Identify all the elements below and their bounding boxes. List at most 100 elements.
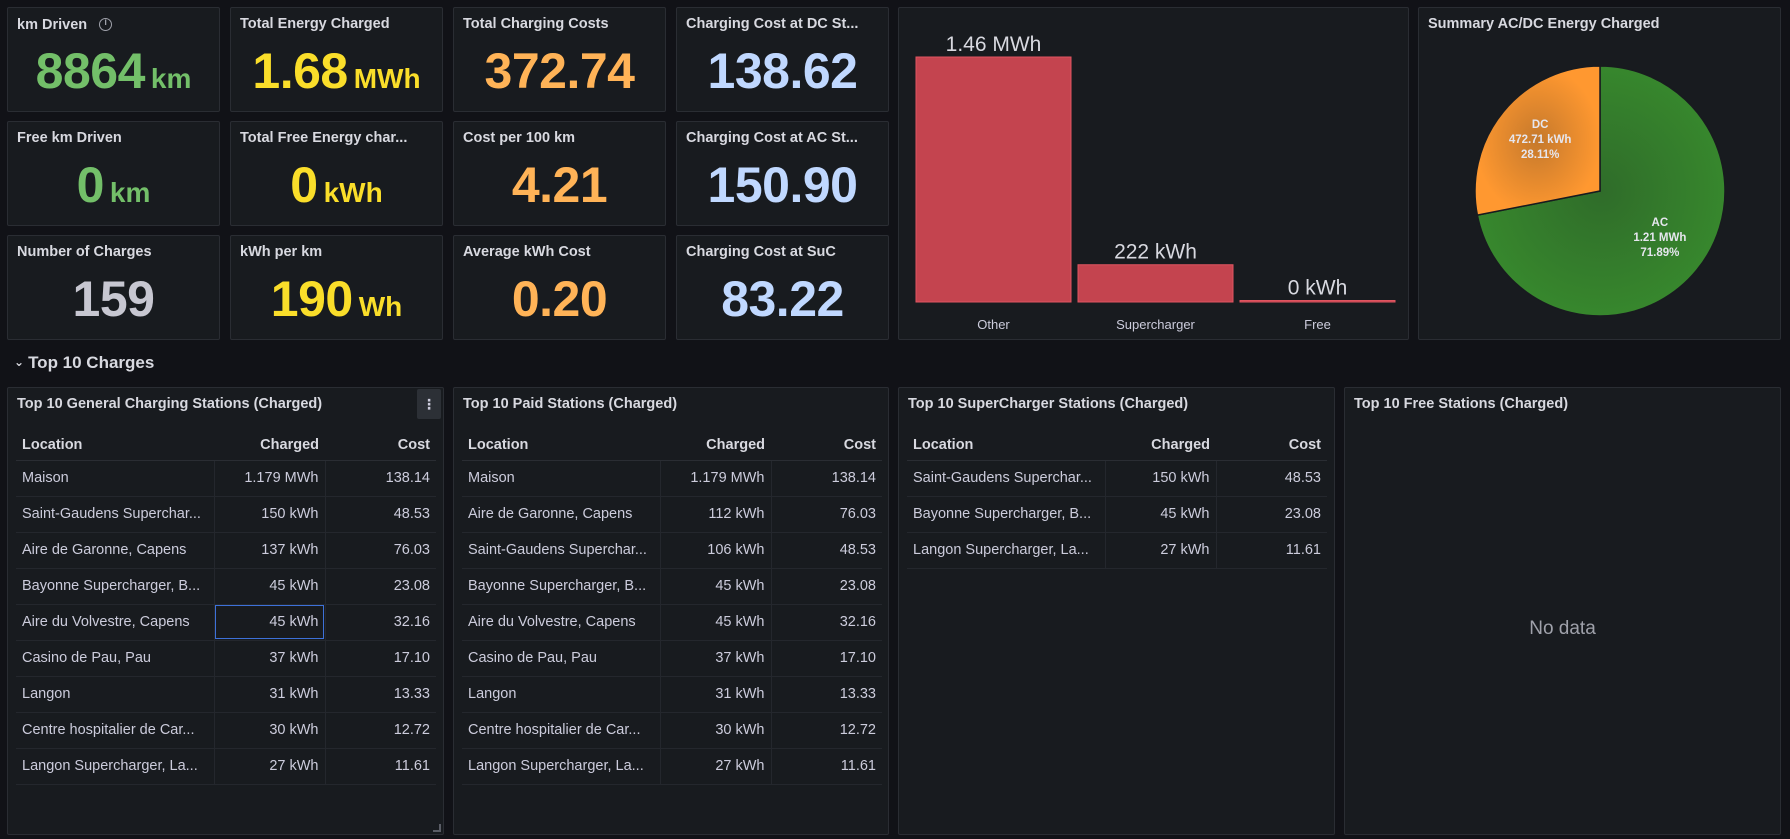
pie-slice-ac[interactable] bbox=[1476, 65, 1726, 317]
table-row[interactable]: Aire du Volvestre, Capens 45 kWh 32.16 bbox=[16, 604, 436, 641]
table-row[interactable]: Saint-Gaudens Superchar... 106 kWh 48.53 bbox=[462, 532, 882, 569]
kebab-menu-icon[interactable]: ⋮ bbox=[417, 389, 441, 419]
bar-free[interactable] bbox=[1239, 300, 1396, 303]
column-header-location[interactable]: Location bbox=[907, 430, 1105, 461]
charged-cell[interactable]: 27 kWh bbox=[1104, 532, 1216, 569]
table-row[interactable]: Maison 1.179 MWh 138.14 bbox=[16, 460, 436, 497]
location-cell[interactable]: Centre hospitalier de Car... bbox=[16, 712, 214, 749]
bar-chart-panel[interactable]: 1.46 MWh Other 222 kWh Supercharger 0 kWh Fre… bbox=[898, 7, 1409, 340]
info-icon[interactable] bbox=[99, 17, 113, 31]
table-row[interactable]: Casino de Pau, Pau 37 kWh 17.10 bbox=[16, 640, 436, 677]
charged-cell[interactable]: 112 kWh bbox=[659, 496, 771, 533]
cost-cell[interactable]: 23.08 bbox=[1215, 496, 1327, 533]
stat-panel[interactable]: Number of Charges 159 bbox=[7, 235, 220, 340]
table-panel-free[interactable]: Top 10 Free Stations (Charged) No data bbox=[1344, 387, 1781, 835]
location-cell[interactable]: Casino de Pau, Pau bbox=[16, 640, 214, 677]
stat-panel[interactable]: Average kWh Cost 0.20 bbox=[453, 235, 666, 340]
cost-cell[interactable]: 12.72 bbox=[770, 712, 882, 749]
bar-other[interactable] bbox=[915, 56, 1072, 303]
column-header-location[interactable]: Location bbox=[462, 430, 660, 461]
cost-cell[interactable]: 138.14 bbox=[770, 460, 882, 497]
column-header-cost[interactable]: Cost bbox=[1216, 430, 1327, 461]
charged-cell[interactable]: 27 kWh bbox=[213, 748, 325, 785]
table-row[interactable]: Bayonne Supercharger, B... 45 kWh 23.08 bbox=[16, 568, 436, 605]
charged-cell[interactable]: 27 kWh bbox=[659, 748, 771, 785]
cost-cell[interactable]: 23.08 bbox=[324, 568, 436, 605]
table-row[interactable]: Maison 1.179 MWh 138.14 bbox=[462, 460, 882, 497]
cost-cell[interactable]: 17.10 bbox=[770, 640, 882, 677]
stat-panel[interactable]: Charging Cost at DC St... 138.62 bbox=[676, 7, 889, 112]
location-cell[interactable]: Aire de Garonne, Capens bbox=[16, 532, 214, 569]
location-cell[interactable]: Maison bbox=[16, 460, 214, 497]
table-row[interactable]: Bayonne Supercharger, B... 45 kWh 23.08 bbox=[462, 568, 882, 605]
location-cell[interactable]: Langon Supercharger, La... bbox=[16, 748, 214, 785]
table-panel-supercharger[interactable]: Top 10 SuperCharger Stations (Charged) L… bbox=[898, 387, 1335, 835]
cost-cell[interactable]: 32.16 bbox=[770, 604, 882, 641]
location-cell[interactable]: Maison bbox=[462, 460, 660, 497]
table-row[interactable]: Centre hospitalier de Car... 30 kWh 12.72 bbox=[462, 712, 882, 749]
column-header-charged[interactable]: Charged bbox=[660, 430, 771, 461]
table-row[interactable]: Saint-Gaudens Superchar... 150 kWh 48.53 bbox=[16, 496, 436, 533]
cost-cell[interactable]: 48.53 bbox=[1215, 460, 1327, 497]
cost-cell[interactable]: 11.61 bbox=[324, 748, 436, 785]
row-toggle-top-10-charges[interactable]: ⌄ Top 10 Charges bbox=[14, 353, 154, 373]
cost-cell[interactable]: 13.33 bbox=[324, 676, 436, 713]
cost-cell[interactable]: 23.08 bbox=[770, 568, 882, 605]
cost-cell[interactable]: 11.61 bbox=[1215, 532, 1327, 569]
charged-cell[interactable]: 31 kWh bbox=[213, 676, 325, 713]
cost-cell[interactable]: 17.10 bbox=[324, 640, 436, 677]
charged-cell[interactable]: 37 kWh bbox=[659, 640, 771, 677]
cost-cell[interactable]: 48.53 bbox=[324, 496, 436, 533]
table-row[interactable]: Langon Supercharger, La... 27 kWh 11.61 bbox=[907, 532, 1327, 569]
stat-panel[interactable]: Total Free Energy char... 0 kWh bbox=[230, 121, 443, 226]
stat-panel[interactable]: kWh per km 190 Wh bbox=[230, 235, 443, 340]
location-cell[interactable]: Bayonne Supercharger, B... bbox=[907, 496, 1105, 533]
column-header-charged[interactable]: Charged bbox=[1105, 430, 1216, 461]
stat-panel[interactable]: Total Energy Charged 1.68 MWh bbox=[230, 7, 443, 112]
table-row[interactable]: Bayonne Supercharger, B... 45 kWh 23.08 bbox=[907, 496, 1327, 533]
column-header-location[interactable]: Location bbox=[16, 430, 214, 461]
charged-cell[interactable]: 45 kWh bbox=[1104, 496, 1216, 533]
location-cell[interactable]: Casino de Pau, Pau bbox=[462, 640, 660, 677]
location-cell[interactable]: Langon Supercharger, La... bbox=[907, 532, 1105, 569]
stat-panel[interactable]: Free km Driven 0 km bbox=[7, 121, 220, 226]
location-cell[interactable]: Langon Supercharger, La... bbox=[462, 748, 660, 785]
location-cell[interactable]: Bayonne Supercharger, B... bbox=[16, 568, 214, 605]
location-cell[interactable]: Aire du Volvestre, Capens bbox=[462, 604, 660, 641]
charged-cell[interactable]: 45 kWh bbox=[659, 604, 771, 641]
cost-cell[interactable]: 11.61 bbox=[770, 748, 882, 785]
charged-cell[interactable]: 30 kWh bbox=[659, 712, 771, 749]
column-header-cost[interactable]: Cost bbox=[325, 430, 436, 461]
table-row[interactable]: Aire de Garonne, Capens 112 kWh 76.03 bbox=[462, 496, 882, 533]
charged-cell[interactable]: 45 kWh bbox=[213, 604, 325, 641]
cost-cell[interactable]: 12.72 bbox=[324, 712, 436, 749]
charged-cell[interactable]: 37 kWh bbox=[213, 640, 325, 677]
stat-panel[interactable]: Charging Cost at AC St... 150.90 bbox=[676, 121, 889, 226]
cost-cell[interactable]: 76.03 bbox=[770, 496, 882, 533]
location-cell[interactable]: Aire de Garonne, Capens bbox=[462, 496, 660, 533]
location-cell[interactable]: Saint-Gaudens Superchar... bbox=[16, 496, 214, 533]
cost-cell[interactable]: 76.03 bbox=[324, 532, 436, 569]
location-cell[interactable]: Saint-Gaudens Superchar... bbox=[462, 532, 660, 569]
charged-cell[interactable]: 30 kWh bbox=[213, 712, 325, 749]
column-header-cost[interactable]: Cost bbox=[771, 430, 882, 461]
table-row[interactable]: Casino de Pau, Pau 37 kWh 17.10 bbox=[462, 640, 882, 677]
charged-cell[interactable]: 137 kWh bbox=[213, 532, 325, 569]
charged-cell[interactable]: 1.179 MWh bbox=[213, 460, 325, 497]
table-panel-general[interactable]: Top 10 General Charging Stations (Charge… bbox=[7, 387, 444, 835]
charged-cell[interactable]: 31 kWh bbox=[659, 676, 771, 713]
column-header-charged[interactable]: Charged bbox=[214, 430, 325, 461]
table-panel-paid[interactable]: Top 10 Paid Stations (Charged) Location C… bbox=[453, 387, 889, 835]
table-row[interactable]: Langon Supercharger, La... 27 kWh 11.61 bbox=[462, 748, 882, 785]
location-cell[interactable]: Aire du Volvestre, Capens bbox=[16, 604, 214, 641]
cost-cell[interactable]: 138.14 bbox=[324, 460, 436, 497]
table-row[interactable]: Saint-Gaudens Superchar... 150 kWh 48.53 bbox=[907, 460, 1327, 497]
table-row[interactable]: Centre hospitalier de Car... 30 kWh 12.72 bbox=[16, 712, 436, 749]
stat-panel[interactable]: Cost per 100 km 4.21 bbox=[453, 121, 666, 226]
charged-cell[interactable]: 106 kWh bbox=[659, 532, 771, 569]
stat-panel[interactable]: Charging Cost at SuC 83.22 bbox=[676, 235, 889, 340]
charged-cell[interactable]: 1.179 MWh bbox=[659, 460, 771, 497]
table-row[interactable]: Langon Supercharger, La... 27 kWh 11.61 bbox=[16, 748, 436, 785]
stat-panel[interactable]: Total Charging Costs 372.74 bbox=[453, 7, 666, 112]
